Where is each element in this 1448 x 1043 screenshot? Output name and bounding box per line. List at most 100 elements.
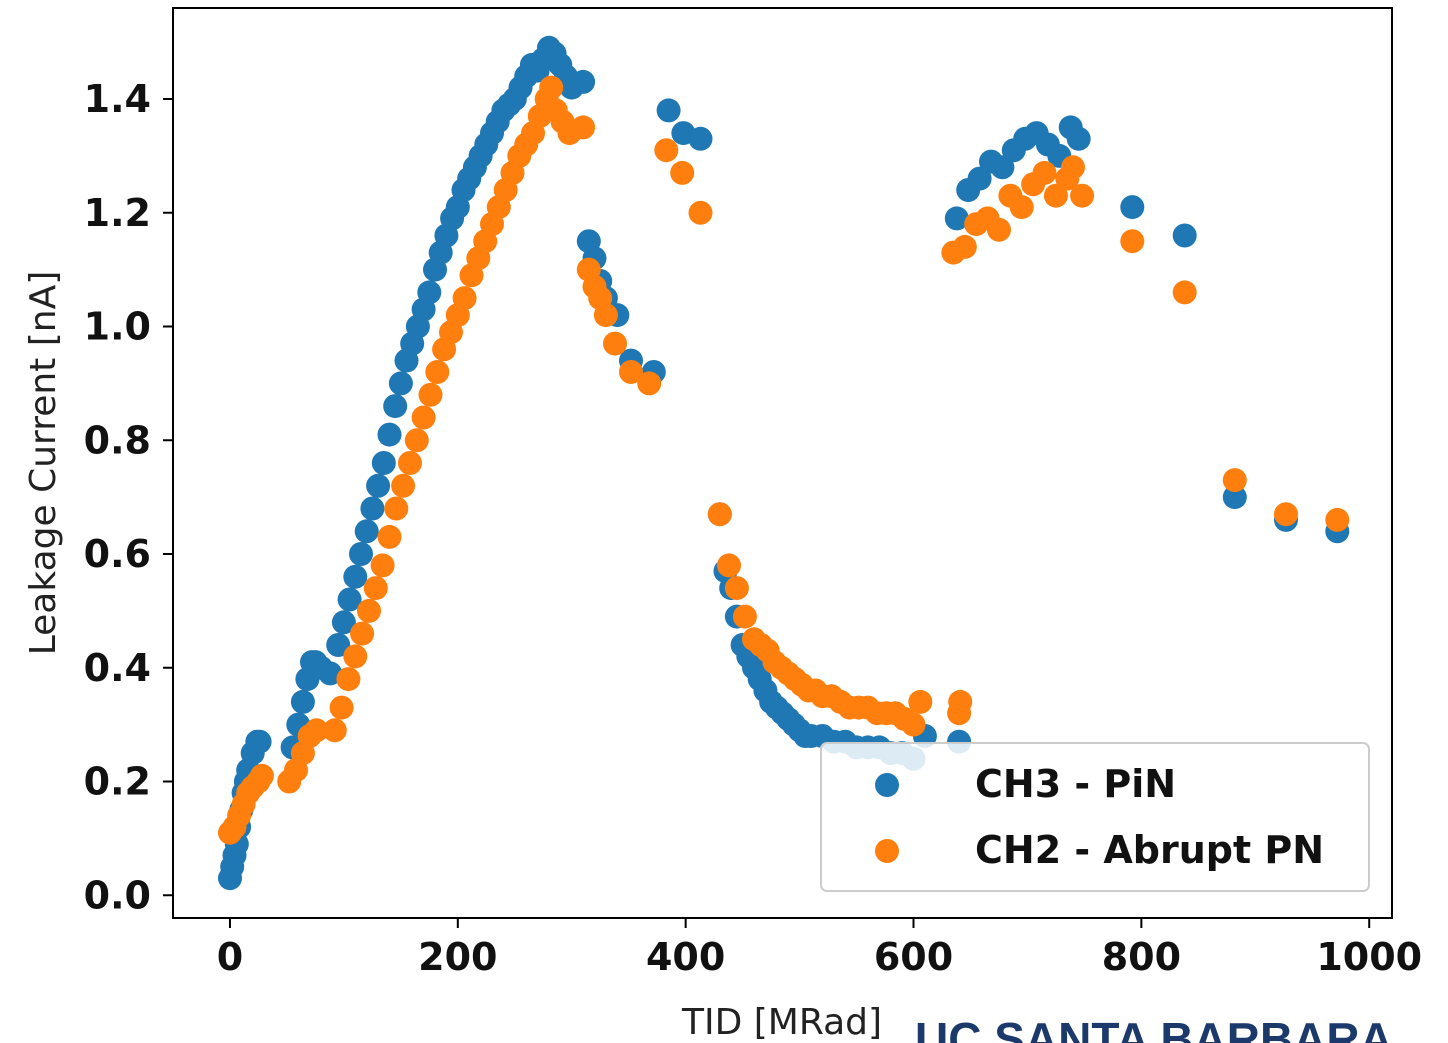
data-point bbox=[952, 234, 977, 259]
data-point bbox=[318, 661, 343, 686]
data-point bbox=[1172, 223, 1197, 248]
data-point bbox=[357, 598, 381, 623]
x-tick-label: 600 bbox=[874, 935, 953, 979]
data-point bbox=[1120, 229, 1145, 254]
data-point bbox=[377, 524, 402, 549]
x-tick-label: 800 bbox=[1102, 935, 1181, 979]
data-point bbox=[948, 689, 973, 714]
data-point bbox=[1222, 485, 1247, 510]
data-point bbox=[732, 604, 757, 629]
data-point bbox=[343, 564, 368, 589]
data-point bbox=[707, 502, 732, 527]
data-point bbox=[343, 644, 368, 669]
data-point bbox=[349, 542, 373, 566]
legend-label-ch2: CH2 - Abrupt PN bbox=[975, 828, 1324, 872]
x-tick-label: 200 bbox=[418, 935, 497, 979]
x-tick-label: 400 bbox=[646, 935, 725, 979]
footer-logo-text: UC SANTA BARBARA bbox=[915, 1013, 1393, 1043]
legend-marker-ch3 bbox=[875, 773, 899, 797]
data-point bbox=[539, 75, 564, 100]
data-point bbox=[391, 473, 416, 498]
x-axis-title: TID [MRad] bbox=[681, 1002, 882, 1043]
y-tick-label: 1.2 bbox=[84, 191, 151, 235]
y-tick-label: 0.4 bbox=[84, 646, 151, 690]
data-point bbox=[337, 587, 362, 612]
data-point bbox=[1325, 507, 1350, 532]
data-point bbox=[619, 360, 643, 384]
data-point bbox=[326, 633, 351, 657]
y-axis: 0.0 0.2 0.4 0.6 0.8 1.0 1.2 1.4 bbox=[84, 77, 173, 917]
data-point bbox=[1043, 183, 1068, 208]
data-point bbox=[404, 428, 429, 453]
data-point bbox=[383, 394, 408, 419]
data-point bbox=[418, 382, 443, 407]
data-point bbox=[1032, 160, 1057, 185]
y-tick-label: 1.0 bbox=[84, 305, 151, 349]
data-point bbox=[452, 286, 477, 311]
data-point bbox=[1222, 468, 1247, 493]
data-point bbox=[656, 98, 681, 123]
data-point bbox=[363, 576, 388, 601]
data-point bbox=[425, 360, 450, 384]
data-point bbox=[1274, 502, 1298, 527]
data-point bbox=[908, 689, 933, 714]
data-point bbox=[654, 138, 679, 163]
x-axis: 0 200 400 600 800 1000 bbox=[217, 918, 1422, 979]
data-point bbox=[411, 405, 436, 430]
data-point bbox=[360, 496, 385, 521]
data-point bbox=[637, 371, 662, 396]
data-point bbox=[329, 695, 354, 720]
data-point bbox=[688, 126, 713, 151]
data-point bbox=[377, 422, 402, 447]
data-point bbox=[571, 69, 596, 94]
legend-box bbox=[820, 742, 1370, 892]
data-point bbox=[1009, 195, 1034, 220]
data-point bbox=[354, 519, 379, 544]
data-point bbox=[384, 496, 409, 521]
data-point bbox=[350, 621, 375, 646]
data-point bbox=[724, 576, 749, 601]
data-point bbox=[593, 303, 618, 328]
data-point bbox=[990, 155, 1015, 180]
series-1 bbox=[218, 75, 1350, 845]
data-point bbox=[398, 451, 422, 475]
data-point bbox=[967, 166, 992, 191]
data-point bbox=[1061, 155, 1085, 180]
x-tick-label: 0 bbox=[217, 935, 243, 979]
data-point bbox=[670, 160, 695, 185]
data-point bbox=[417, 280, 442, 305]
data-point bbox=[1120, 195, 1145, 220]
data-point bbox=[944, 206, 969, 231]
plot-area-frame bbox=[172, 7, 1393, 919]
series-layer bbox=[218, 35, 1350, 891]
y-tick-label: 0.8 bbox=[84, 418, 151, 462]
legend-marker-ch2 bbox=[875, 839, 899, 863]
data-point bbox=[717, 553, 741, 578]
data-point bbox=[1066, 126, 1091, 151]
data-point bbox=[1070, 183, 1095, 208]
data-point bbox=[901, 712, 926, 737]
data-point bbox=[987, 217, 1011, 242]
data-point bbox=[247, 729, 272, 754]
data-point bbox=[1172, 280, 1197, 305]
x-tick-label: 1000 bbox=[1316, 935, 1422, 979]
y-tick-label: 1.4 bbox=[84, 77, 151, 121]
data-point bbox=[388, 371, 413, 396]
y-tick-label: 0.2 bbox=[84, 760, 151, 804]
data-point bbox=[304, 718, 329, 743]
y-axis-title: Leakage Current [nA] bbox=[23, 271, 64, 656]
y-tick-label: 0.0 bbox=[84, 873, 151, 917]
legend-label-ch3: CH3 - PiN bbox=[975, 762, 1176, 806]
data-point bbox=[370, 553, 395, 578]
data-point bbox=[290, 689, 315, 714]
data-point bbox=[366, 473, 391, 498]
data-point bbox=[336, 667, 361, 692]
data-point bbox=[322, 718, 347, 743]
data-point bbox=[331, 610, 356, 635]
data-point bbox=[371, 451, 396, 475]
legend: CH3 - PiN CH2 - Abrupt PN bbox=[820, 742, 1370, 892]
data-point bbox=[249, 763, 274, 788]
y-tick-label: 0.6 bbox=[84, 532, 151, 576]
data-point bbox=[688, 200, 713, 225]
